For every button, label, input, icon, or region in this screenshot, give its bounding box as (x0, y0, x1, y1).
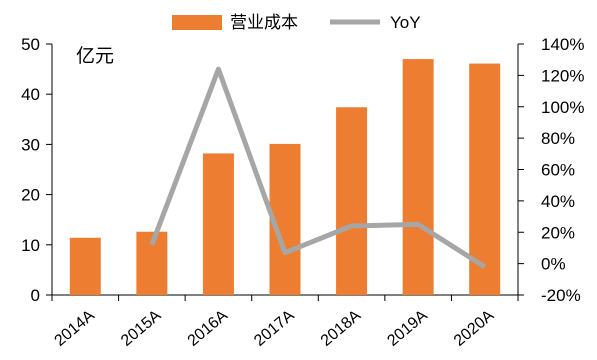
right-tick-label: 40% (541, 192, 575, 211)
right-tick-label: 0% (541, 255, 566, 274)
x-tick-label: 2020A (451, 307, 498, 350)
right-tick-label: 120% (541, 66, 584, 85)
left-tick-label: 10 (21, 236, 40, 255)
left-axis: 0 10 20 30 40 50 (21, 35, 53, 305)
right-tick-label: 60% (541, 161, 575, 180)
yoy-line (149, 66, 487, 269)
bar (69, 237, 101, 295)
bar (469, 63, 501, 295)
right-tick-label: 140% (541, 35, 584, 54)
left-tick-label: 50 (21, 35, 40, 54)
right-tick-label: 20% (541, 223, 575, 242)
left-tick-label: 20 (21, 186, 40, 205)
x-tick-label: 2014A (51, 307, 98, 350)
x-tick-label: 2016A (185, 307, 232, 350)
legend-bar-swatch (172, 15, 222, 30)
bar-series (69, 59, 501, 296)
right-tick-label: 100% (541, 98, 584, 117)
bar (402, 59, 434, 296)
bar (336, 107, 368, 295)
unit-label: 亿元 (76, 45, 114, 67)
x-tick-label: 2018A (318, 307, 365, 350)
legend-line-label: YoY (390, 13, 421, 32)
line-series (149, 66, 487, 269)
x-tick-label: 2015A (118, 307, 165, 350)
bar (202, 153, 234, 295)
legend-bar-label: 营业成本 (230, 13, 298, 32)
x-tick-label: 2017A (251, 307, 298, 350)
right-tick-label: -20% (541, 286, 581, 305)
legend: 营业成本 YoY (172, 13, 421, 32)
left-tick-label: 0 (31, 286, 40, 305)
x-tick-label: 2019A (384, 307, 431, 350)
right-axis: -20% 0% 20% 40% 60% 80% 100% 120% 140% (517, 35, 584, 305)
x-axis: 2014A 2015A 2016A 2017A 2018A 2019A 2020A (51, 294, 519, 350)
right-tick-label: 80% (541, 129, 575, 148)
left-tick-label: 30 (21, 135, 40, 154)
left-tick-label: 40 (21, 85, 40, 104)
